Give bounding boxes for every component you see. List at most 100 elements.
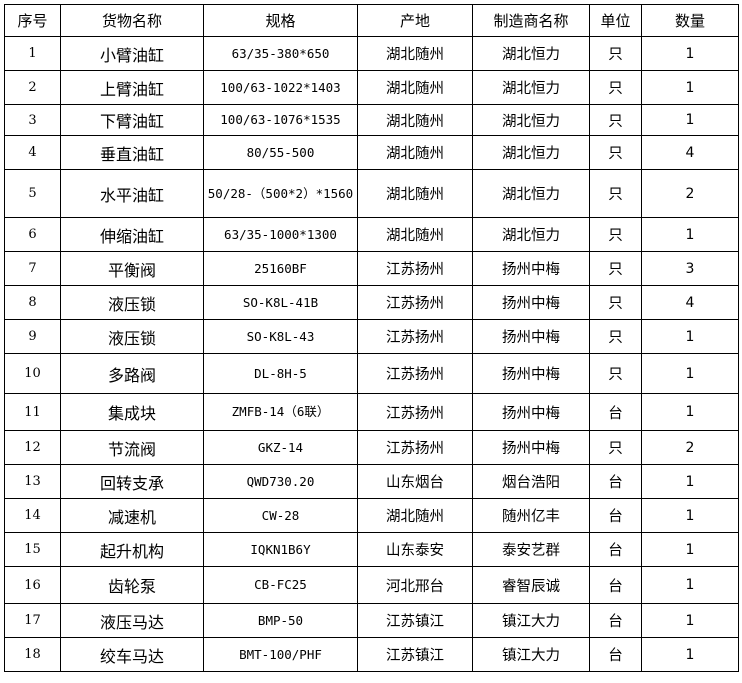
cell-origin-text: 山东泰安 — [386, 543, 444, 559]
cell-no: 9 — [4, 319, 61, 354]
cell-qty: 1 — [641, 319, 739, 354]
cell-no-text: 10 — [24, 366, 41, 381]
cell-name: 垂直油缸 — [60, 135, 204, 170]
cell-spec-text: IQKN1B6Y — [250, 541, 311, 557]
cell-qty: 1 — [641, 532, 739, 567]
cell-unit: 台 — [589, 393, 642, 431]
cell-maker-text: 湖北恒力 — [502, 47, 560, 63]
cell-unit: 只 — [589, 36, 642, 71]
cell-no-text: 17 — [24, 613, 41, 628]
cell-maker: 湖北恒力 — [472, 36, 590, 71]
cell-no: 16 — [4, 566, 61, 604]
table-row: 15 起升机构 IQKN1B6Y 山东泰安 泰安艺群 台 1 — [4, 532, 739, 567]
cell-name: 水平油缸 — [60, 169, 204, 218]
cell-name-text: 小臂油缸 — [99, 45, 164, 65]
cell-spec-text: DL-8H-5 — [254, 365, 307, 381]
cell-no: 12 — [4, 430, 61, 465]
cell-name: 起升机构 — [60, 532, 204, 567]
cell-maker: 随州亿丰 — [472, 498, 590, 533]
cell-spec-text: 63/35-380*650 — [231, 45, 330, 61]
cell-spec-text: CW-28 — [261, 507, 300, 523]
cell-qty-text: 1 — [685, 328, 695, 345]
cell-unit-text: 台 — [608, 405, 623, 422]
cell-spec: 100/63-1076*1535 — [203, 104, 358, 136]
cell-maker: 泰安艺群 — [472, 532, 590, 567]
cell-unit: 台 — [589, 464, 642, 499]
cell-origin: 湖北随州 — [357, 498, 473, 533]
cell-maker-text: 湖北恒力 — [502, 81, 560, 97]
cell-no-text: 5 — [28, 186, 37, 201]
cell-origin: 湖北随州 — [357, 104, 473, 136]
cell-origin: 山东烟台 — [357, 464, 473, 499]
cell-maker-text: 扬州中梅 — [502, 441, 560, 457]
cell-origin-text: 湖北随州 — [386, 228, 444, 244]
cell-spec: IQKN1B6Y — [203, 532, 358, 567]
cell-origin-text: 江苏扬州 — [386, 330, 444, 346]
cell-maker-text: 镇江大力 — [502, 648, 560, 664]
cell-unit: 只 — [589, 135, 642, 170]
cell-maker: 湖北恒力 — [472, 70, 590, 105]
cell-qty: 1 — [641, 104, 739, 136]
cell-qty: 1 — [641, 36, 739, 71]
cell-qty: 1 — [641, 353, 739, 394]
cell-no-text: 1 — [28, 46, 37, 61]
cell-unit-text: 只 — [608, 47, 623, 63]
cell-maker-text: 湖北恒力 — [502, 187, 560, 203]
cell-spec-text: BMT-100/PHF — [239, 646, 322, 662]
cell-qty-text: 2 — [685, 439, 695, 456]
cell-spec-text: BMP-50 — [257, 612, 304, 628]
cell-no-text: 14 — [24, 508, 41, 523]
cell-origin-text: 山东烟台 — [386, 475, 444, 491]
cell-unit-text: 台 — [608, 578, 623, 595]
cell-maker: 湖北恒力 — [472, 169, 590, 218]
cell-no: 3 — [4, 104, 61, 136]
cell-unit: 只 — [589, 430, 642, 465]
cell-spec-text: QWD730.20 — [246, 473, 315, 489]
cell-spec: 50/28-（500*2）*1560 — [203, 169, 358, 218]
cell-spec: 25160BF — [203, 251, 358, 286]
cell-name-text: 液压马达 — [99, 612, 164, 632]
header-row: 序号 货物名称 规格 产地 制造商名称 单位 数量 — [4, 4, 739, 37]
cell-origin-text: 江苏镇江 — [386, 614, 444, 630]
cell-qty-text: 1 — [685, 473, 695, 490]
cell-qty: 1 — [641, 498, 739, 533]
cell-qty-text: 2 — [685, 185, 695, 202]
cell-name-text: 伸缩油缸 — [99, 226, 164, 246]
cell-no-text: 16 — [24, 577, 41, 593]
cell-origin: 湖北随州 — [357, 217, 473, 252]
cell-origin: 湖北随州 — [357, 36, 473, 71]
cell-origin-text: 湖北随州 — [386, 81, 444, 97]
cell-unit-text: 只 — [608, 228, 623, 244]
cell-unit: 只 — [589, 353, 642, 394]
cell-no: 8 — [4, 285, 61, 320]
cell-maker: 扬州中梅 — [472, 251, 590, 286]
cell-unit-text: 只 — [608, 81, 623, 97]
cell-spec-text: 25160BF — [254, 260, 307, 276]
cell-qty-text: 1 — [685, 612, 695, 629]
cell-maker-text: 烟台浩阳 — [502, 475, 560, 491]
cell-unit-text: 只 — [608, 146, 623, 162]
table-row: 17 液压马达 BMP-50 江苏镇江 镇江大力 台 1 — [4, 603, 739, 638]
cell-spec: BMP-50 — [203, 603, 358, 638]
cell-maker-text: 湖北恒力 — [502, 228, 560, 244]
table-row: 11 集成块 ZMFB-14（6联） 江苏扬州 扬州中梅 台 1 — [4, 393, 739, 431]
cell-origin-text: 江苏扬州 — [386, 367, 444, 383]
cell-no: 10 — [4, 353, 61, 394]
cell-no-text: 18 — [24, 647, 41, 662]
cell-maker: 扬州中梅 — [472, 353, 590, 394]
table-row: 3 下臂油缸 100/63-1076*1535 湖北随州 湖北恒力 只 1 — [4, 104, 739, 136]
table-row: 13 回转支承 QWD730.20 山东烟台 烟台浩阳 台 1 — [4, 464, 739, 499]
cell-spec: CB-FC25 — [203, 566, 358, 604]
cell-no-text: 3 — [28, 112, 37, 128]
cell-spec-text: 80/55-500 — [246, 144, 315, 160]
cell-unit: 只 — [589, 169, 642, 218]
cell-origin: 江苏扬州 — [357, 353, 473, 394]
cell-origin: 江苏扬州 — [357, 393, 473, 431]
cell-no-text: 2 — [28, 80, 37, 95]
cell-maker-text: 泰安艺群 — [502, 543, 560, 559]
cell-maker-text: 睿智辰诚 — [502, 578, 560, 595]
cell-unit-text: 只 — [608, 367, 623, 383]
cell-no: 7 — [4, 251, 61, 286]
cell-origin: 河北邢台 — [357, 566, 473, 604]
cell-maker-text: 随州亿丰 — [502, 509, 560, 525]
